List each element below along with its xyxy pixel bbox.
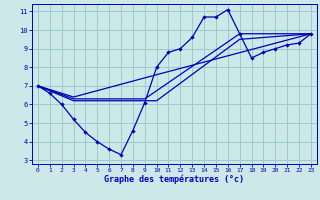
X-axis label: Graphe des températures (°c): Graphe des températures (°c): [104, 175, 244, 184]
